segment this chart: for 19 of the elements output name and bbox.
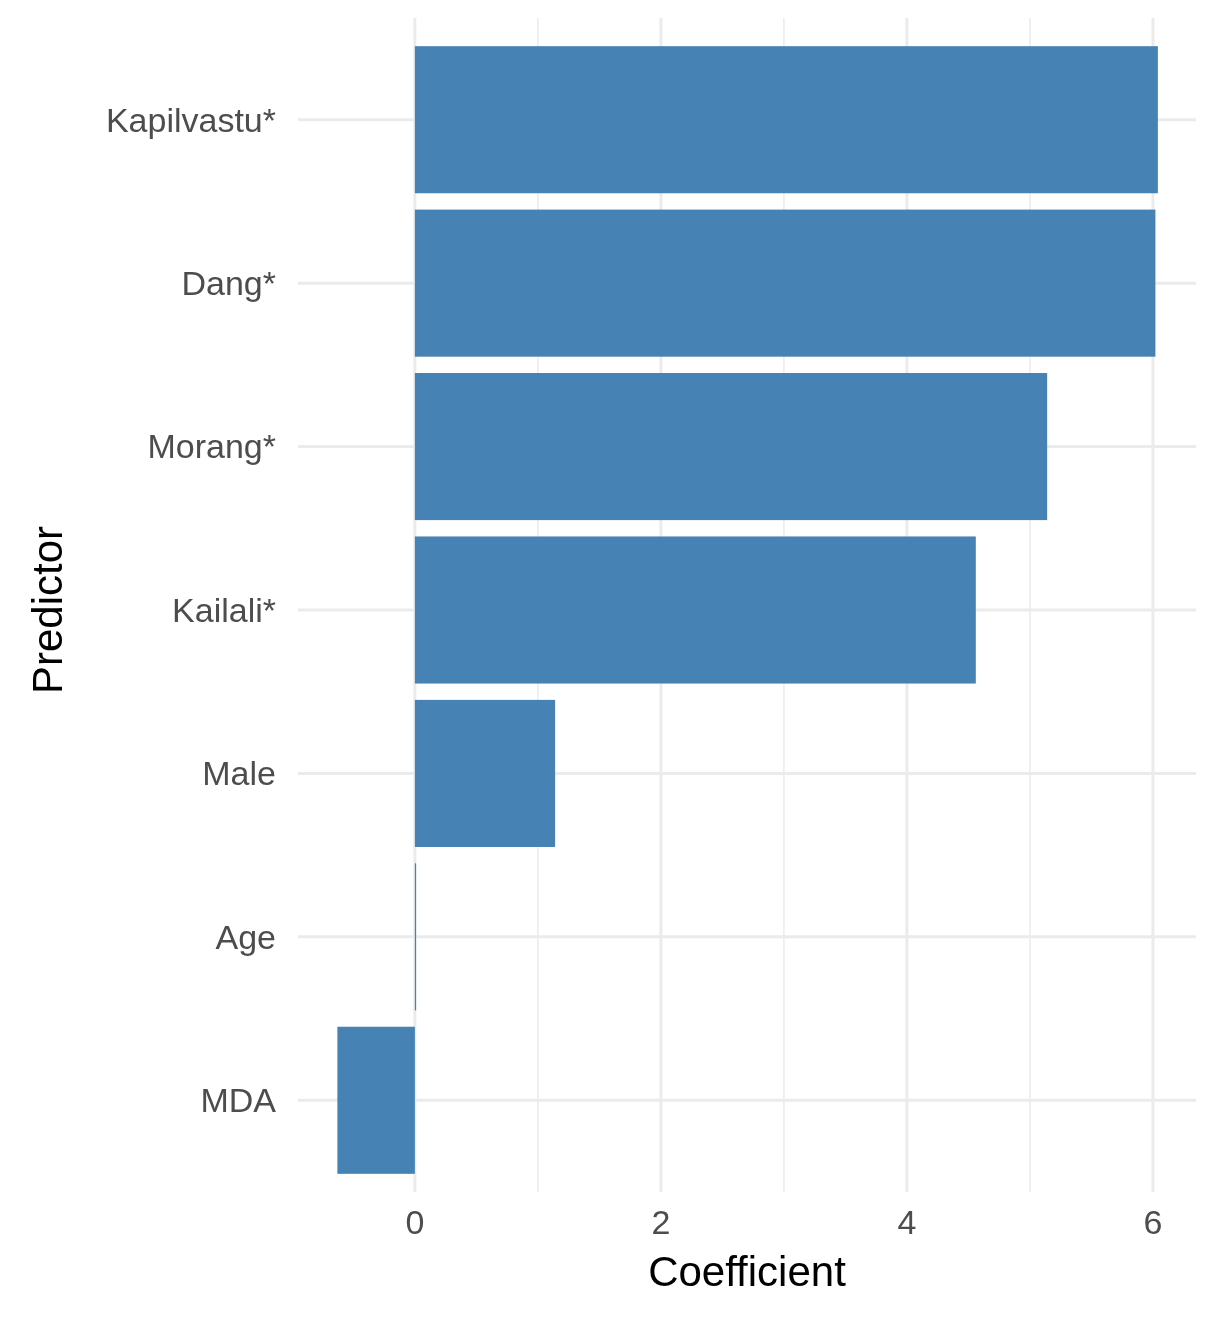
y-axis-title: Predictor [24,525,71,695]
bar [414,46,1158,194]
y-tick-label: Morang* [147,427,276,466]
x-tick-label: 0 [405,1203,425,1241]
x-tick-label: 6 [1143,1203,1163,1241]
y-tick-label: Age [215,917,276,956]
x-axis-title: Coefficient [648,1248,847,1295]
bar [414,536,976,684]
bar [337,1026,415,1174]
bar [414,699,556,847]
x-tick-label: 2 [651,1203,671,1241]
x-tick-label: 4 [897,1203,917,1241]
y-tick-label: Male [202,754,276,793]
y-tick-label: MDA [200,1081,277,1120]
y-tick-label: Dang* [181,264,276,303]
bar [414,373,1048,521]
y-tick-label: Kailali* [172,590,276,629]
y-tick-label: Kapilvastu* [105,100,276,139]
bar [414,209,1156,357]
